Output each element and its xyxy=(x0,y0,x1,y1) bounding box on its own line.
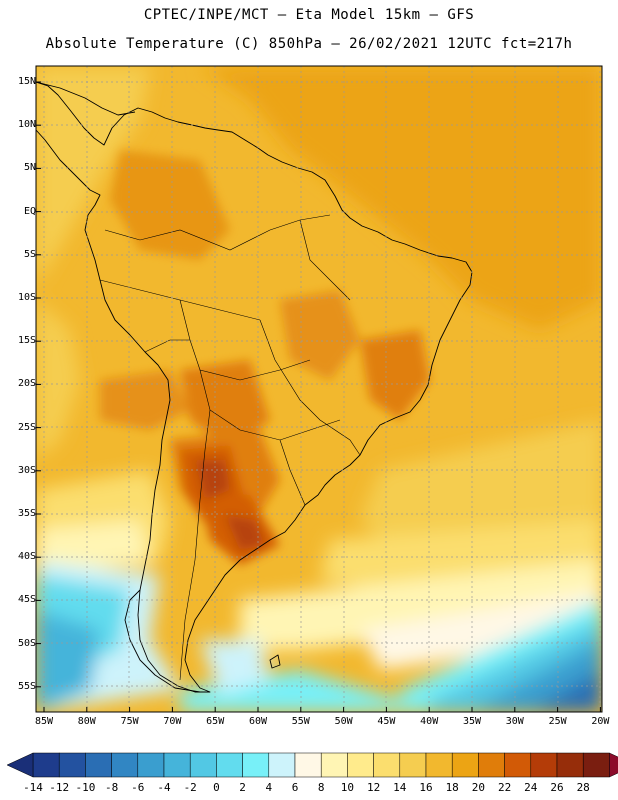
colorbar-swatch xyxy=(163,752,191,778)
lat-label: 30S xyxy=(17,464,36,476)
colorbar-swatch xyxy=(85,752,112,778)
chart-title-line-2: Absolute Temperature (C) 850hPa – 26/02/… xyxy=(45,36,573,52)
lat-label: 55S xyxy=(17,680,36,692)
colorbar-swatch xyxy=(320,752,348,778)
country-borders xyxy=(99,214,361,681)
colorbar-label: -10 xyxy=(75,781,96,794)
lat-label: 35S xyxy=(17,508,36,519)
lon-label: 80W xyxy=(77,716,96,727)
colorbar-swatch xyxy=(425,752,453,778)
colorbar-swatch xyxy=(451,752,479,778)
colorbar-label: -4 xyxy=(157,781,171,794)
colorbar-swatch xyxy=(373,752,401,778)
colorbar-swatch xyxy=(58,752,86,778)
colorbar-label: -6 xyxy=(131,781,145,794)
lon-label: 70W xyxy=(163,716,182,727)
lon-label: 45W xyxy=(377,716,396,727)
lon-label: 55W xyxy=(291,716,310,727)
colorbar-swatch xyxy=(556,752,584,778)
colorbar xyxy=(6,752,618,778)
colorbar-label: -14 xyxy=(23,781,43,794)
colorbar-swatch xyxy=(216,752,243,778)
lon-label: 40W xyxy=(420,716,439,727)
lat-label: 10S xyxy=(17,292,36,303)
colorbar-label: 10 xyxy=(340,781,355,794)
lat-label: 25S xyxy=(17,421,36,433)
colorbar-label: 4 xyxy=(265,781,273,794)
colorbar-label: 20 xyxy=(471,781,486,794)
lat-label: 15S xyxy=(17,335,36,347)
graticule xyxy=(36,66,602,712)
lat-label: 10N xyxy=(17,119,36,131)
colorbar-label: 14 xyxy=(393,781,407,794)
lon-label: 50W xyxy=(334,716,353,727)
lat-label: 50S xyxy=(17,637,36,649)
lon-label: 25W xyxy=(548,716,567,727)
lon-label: 20W xyxy=(591,716,610,727)
colorbar-swatch xyxy=(111,752,139,778)
lon-label: 30W xyxy=(505,716,524,727)
plot-frame xyxy=(35,65,603,713)
colorbar-label: 28 xyxy=(576,781,590,794)
colorbar-swatch xyxy=(189,752,217,778)
colorbar-low-arrow xyxy=(6,752,34,778)
colorbar-label: 18 xyxy=(445,781,459,794)
colorbar-swatch xyxy=(530,752,558,778)
colorbar-label: 2 xyxy=(239,781,246,794)
axis-ticks xyxy=(36,81,601,712)
colorbar-swatch xyxy=(137,752,165,778)
colorbar-swatch xyxy=(582,752,610,778)
colorbar-swatch xyxy=(268,752,296,778)
colorbar-label: -8 xyxy=(104,781,119,794)
colorbar-swatch xyxy=(294,752,322,778)
lon-label: 85W xyxy=(34,716,54,727)
lat-label: 20S xyxy=(17,378,36,390)
colorbar-swatch xyxy=(242,752,270,778)
lat-label: 5N xyxy=(23,162,36,174)
colorbar-label: 6 xyxy=(291,781,299,794)
lat-label: 5S xyxy=(23,248,36,260)
colorbar-swatch xyxy=(504,752,532,778)
colorbar-label: 0 xyxy=(213,781,220,794)
lon-label: 60W xyxy=(248,716,268,727)
colorbar-label: 8 xyxy=(317,781,325,794)
colorbar-label: -2 xyxy=(183,781,197,794)
colorbar-label: 16 xyxy=(419,781,433,794)
chart-title-line-1: CPTEC/INPE/MCT – Eta Model 15km – GFS xyxy=(143,7,475,23)
colorbar-label: 26 xyxy=(550,781,564,794)
colorbar-swatch xyxy=(478,752,505,778)
colorbar-swatch xyxy=(399,752,427,778)
lon-label: 65W xyxy=(206,716,225,727)
lon-label: 75W xyxy=(120,716,139,727)
lon-label: 35W xyxy=(462,716,482,727)
colorbar-label: 22 xyxy=(497,781,512,794)
colorbar-high-arrow xyxy=(609,752,618,778)
colorbar-label: 12 xyxy=(366,781,381,794)
lat-label: 40S xyxy=(17,551,36,563)
colorbar-label: -12 xyxy=(49,781,70,794)
lat-label: 45S xyxy=(17,594,36,606)
lat-label: 15N xyxy=(17,76,36,87)
lat-label: EQ xyxy=(23,205,36,217)
colorbar-swatch xyxy=(347,752,374,778)
colorbar-swatch xyxy=(32,752,60,778)
colorbar-label: 24 xyxy=(524,781,538,794)
temperature-field xyxy=(36,66,602,712)
